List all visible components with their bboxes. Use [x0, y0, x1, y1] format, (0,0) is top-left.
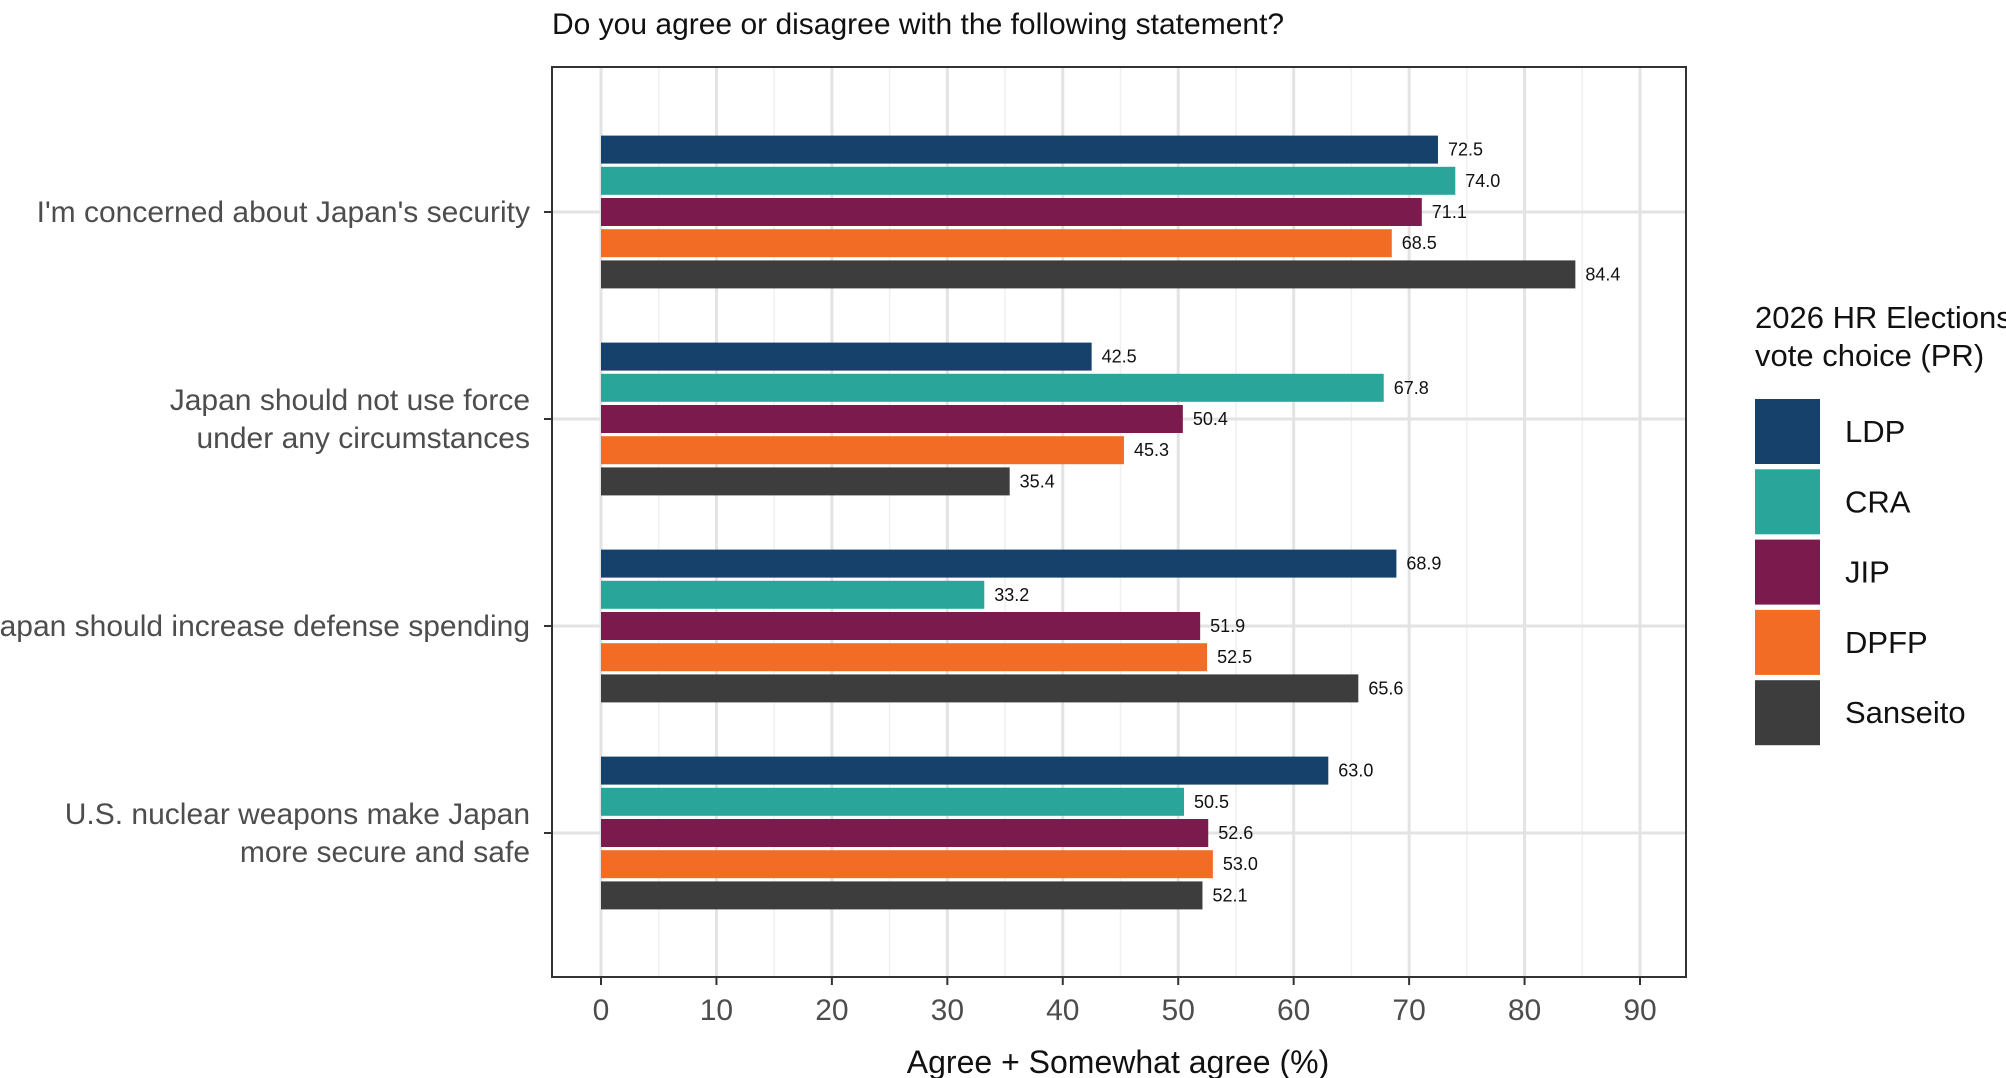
- data-label: 65.6: [1368, 678, 1403, 698]
- x-tick-label: 50: [1162, 994, 1195, 1027]
- category-label: Japan should increase defense spending: [0, 610, 530, 643]
- bar-jip-1: [601, 405, 1183, 433]
- bar-jip-2: [601, 612, 1201, 640]
- data-label: 42.5: [1102, 347, 1137, 367]
- legend-label-ldp: LDP: [1845, 414, 1905, 449]
- plot-border: [551, 66, 1687, 978]
- bar-cra-3: [601, 787, 1184, 816]
- bar-sanseito-0: [601, 260, 1576, 289]
- bar-jip-3: [601, 819, 1209, 847]
- x-tick-label: 70: [1392, 994, 1425, 1027]
- data-label: 71.1: [1432, 202, 1467, 222]
- data-label: 52.1: [1212, 885, 1247, 905]
- x-tick-label: 80: [1508, 994, 1541, 1027]
- data-label: 33.2: [994, 585, 1029, 605]
- legend-title: 2026 HR Elections: [1755, 300, 2006, 335]
- bar-cra-2: [601, 580, 985, 609]
- legend-key-jip: [1755, 539, 1820, 605]
- bar-dpfp-0: [601, 229, 1392, 258]
- legend-title: vote choice (PR): [1755, 338, 1984, 373]
- bar-sanseito-3: [601, 881, 1203, 910]
- data-label: 67.8: [1394, 378, 1429, 398]
- bar-cra-0: [601, 166, 1456, 195]
- plot-area: 72.5 74.0 71.1 68.5 84.4 42.5 67.8 50.4 45.3 35.4…: [0, 66, 1687, 1027]
- data-label: 52.5: [1217, 647, 1252, 667]
- bar-sanseito-1: [601, 467, 1010, 496]
- data-label: 50.4: [1193, 409, 1228, 429]
- bar-sanseito-2: [601, 674, 1359, 703]
- bar-ldp-2: [601, 549, 1397, 578]
- category-label: I'm concerned about Japan's security: [37, 196, 530, 229]
- category-label: under any circumstances: [197, 422, 531, 455]
- bar-dpfp-2: [601, 643, 1208, 672]
- data-label: 45.3: [1134, 440, 1169, 460]
- x-tick-label: 20: [815, 994, 848, 1027]
- category-label: Japan should not use force: [170, 384, 530, 417]
- data-label: 63.0: [1338, 761, 1373, 781]
- legend-key-dpfp: [1755, 609, 1820, 675]
- x-tick-label: 60: [1277, 994, 1310, 1027]
- data-label: 72.5: [1448, 140, 1483, 160]
- data-label: 74.0: [1465, 171, 1500, 191]
- category-label: more secure and safe: [240, 836, 530, 869]
- data-label: 84.4: [1585, 264, 1620, 284]
- legend-key-ldp: [1755, 399, 1820, 464]
- data-label: 53.0: [1223, 854, 1258, 874]
- x-tick-label: 40: [1046, 994, 1079, 1027]
- data-label: 52.6: [1218, 823, 1253, 843]
- data-label: 35.4: [1020, 471, 1055, 491]
- legend-label-dpfp: DPFP: [1845, 625, 1928, 660]
- legend-label-sanseito: Sanseito: [1845, 695, 1966, 730]
- bar-dpfp-3: [601, 850, 1213, 879]
- x-tick-label: 30: [931, 994, 964, 1027]
- x-tick-label: 10: [700, 994, 733, 1027]
- category-label: U.S. nuclear weapons make Japan: [65, 798, 530, 831]
- bar-jip-0: [601, 198, 1422, 226]
- data-label: 68.5: [1402, 233, 1437, 253]
- legend-key-cra: [1755, 469, 1820, 535]
- bar-dpfp-1: [601, 436, 1124, 465]
- legend-label-jip: JIP: [1845, 555, 1890, 590]
- x-tick-label: 90: [1623, 994, 1656, 1027]
- bar-ldp-0: [601, 135, 1438, 164]
- chart-title: Do you agree or disagree with the follow…: [552, 8, 1284, 41]
- x-tick-label: 0: [593, 994, 610, 1027]
- data-label: 68.9: [1406, 554, 1441, 574]
- legend-label-cra: CRA: [1845, 484, 1911, 519]
- legend-key-sanseito: [1755, 680, 1820, 746]
- data-label: 50.5: [1194, 792, 1229, 812]
- data-label: 51.9: [1210, 616, 1245, 636]
- bar-ldp-1: [601, 342, 1092, 371]
- bar-ldp-3: [601, 756, 1329, 785]
- bar-cra-1: [601, 373, 1384, 402]
- x-axis-title: Agree + Somewhat agree (%): [907, 1044, 1329, 1078]
